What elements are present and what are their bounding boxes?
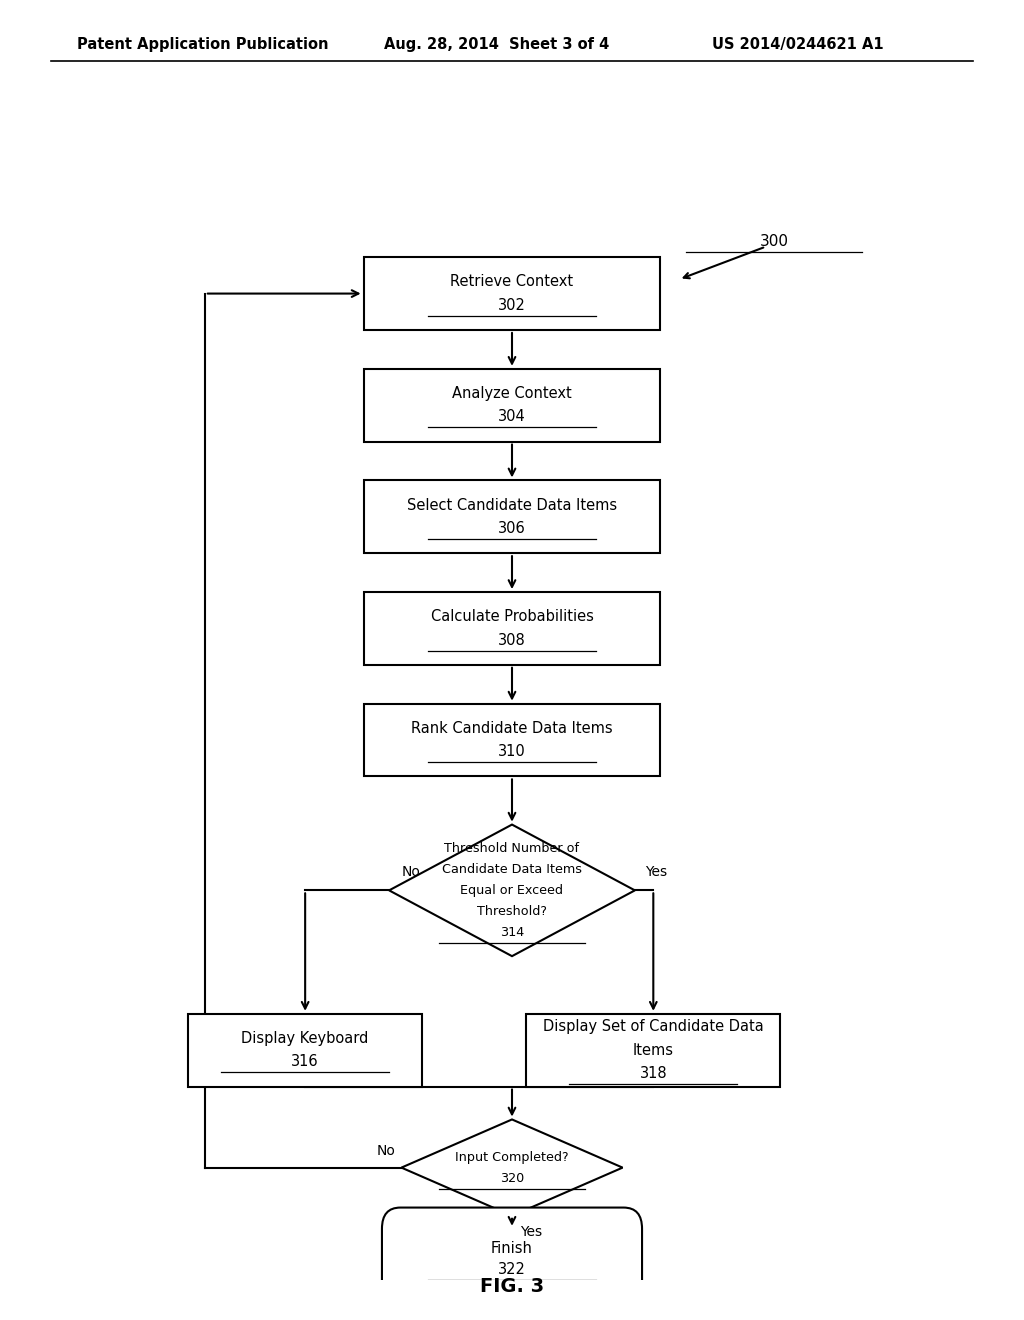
Text: Items: Items [633,1043,674,1057]
FancyBboxPatch shape [364,368,660,442]
Text: 314: 314 [500,927,524,939]
Text: Input Completed?: Input Completed? [456,1151,568,1163]
FancyBboxPatch shape [364,480,660,553]
Text: US 2014/0244621 A1: US 2014/0244621 A1 [712,37,884,51]
Text: Display Keyboard: Display Keyboard [242,1031,369,1045]
FancyBboxPatch shape [382,1208,642,1311]
Text: Select Candidate Data Items: Select Candidate Data Items [407,498,617,512]
Polygon shape [389,825,635,956]
FancyBboxPatch shape [188,1014,422,1086]
FancyBboxPatch shape [364,257,660,330]
Text: 304: 304 [498,409,526,425]
Text: Finish: Finish [492,1241,532,1257]
Text: Analyze Context: Analyze Context [453,385,571,401]
Text: 310: 310 [498,744,526,759]
Text: 306: 306 [498,521,526,536]
Text: No: No [401,865,420,879]
Text: 302: 302 [498,298,526,313]
Text: Yes: Yes [520,1225,543,1239]
Text: 308: 308 [498,632,526,648]
Text: Yes: Yes [645,865,668,879]
Text: Aug. 28, 2014  Sheet 3 of 4: Aug. 28, 2014 Sheet 3 of 4 [384,37,609,51]
FancyBboxPatch shape [364,704,660,776]
Text: FIG. 3: FIG. 3 [480,1278,544,1296]
Text: 320: 320 [500,1172,524,1184]
Text: Rank Candidate Data Items: Rank Candidate Data Items [412,721,612,735]
Text: 322: 322 [498,1262,526,1278]
Text: Equal or Exceed: Equal or Exceed [461,884,563,896]
Text: Patent Application Publication: Patent Application Publication [77,37,329,51]
Text: 318: 318 [640,1067,667,1081]
Text: Display Set of Candidate Data: Display Set of Candidate Data [543,1019,764,1034]
Text: Calculate Probabilities: Calculate Probabilities [430,609,594,624]
FancyBboxPatch shape [526,1014,780,1086]
Polygon shape [401,1119,623,1216]
Text: Retrieve Context: Retrieve Context [451,275,573,289]
FancyBboxPatch shape [364,591,660,665]
Text: Candidate Data Items: Candidate Data Items [442,863,582,875]
Text: 300: 300 [760,235,788,249]
Text: Threshold Number of: Threshold Number of [444,842,580,854]
Text: 316: 316 [292,1055,318,1069]
Text: No: No [377,1144,395,1158]
Text: Threshold?: Threshold? [477,906,547,917]
